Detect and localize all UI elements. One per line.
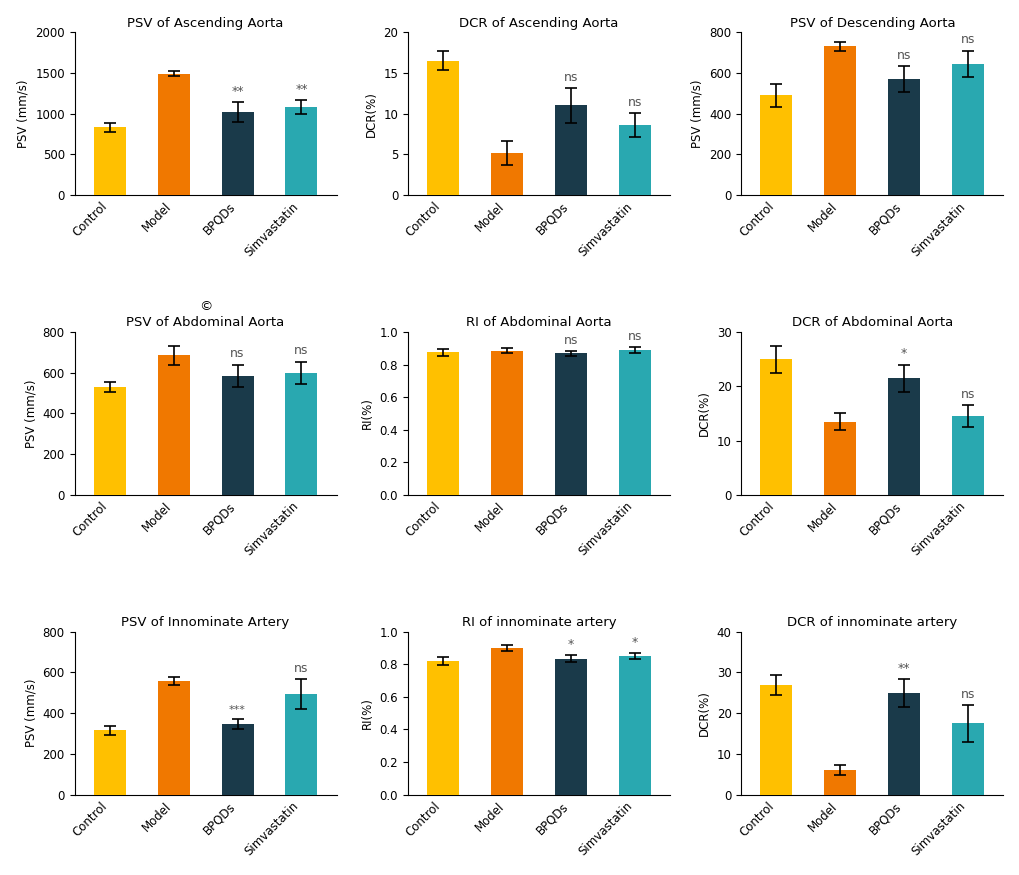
Bar xyxy=(427,662,459,794)
Bar xyxy=(952,724,983,794)
Y-axis label: DCR(%): DCR(%) xyxy=(697,390,710,437)
Text: ns: ns xyxy=(564,333,578,346)
Bar xyxy=(554,106,586,195)
Title: RI of innominate artery: RI of innominate artery xyxy=(462,616,615,629)
Text: **: ** xyxy=(897,662,910,675)
Title: PSV of Innominate Artery: PSV of Innominate Artery xyxy=(121,616,289,629)
Text: ns: ns xyxy=(960,33,974,46)
Text: ns: ns xyxy=(293,345,309,358)
Title: PSV of Descending Aorta: PSV of Descending Aorta xyxy=(789,17,954,30)
Text: ns: ns xyxy=(627,95,641,108)
Bar xyxy=(285,694,317,794)
Text: ns: ns xyxy=(897,49,911,62)
Text: **: ** xyxy=(294,83,308,95)
Y-axis label: DCR(%): DCR(%) xyxy=(697,690,710,736)
Bar xyxy=(221,375,254,495)
Bar xyxy=(94,731,125,794)
Bar xyxy=(221,112,254,195)
Bar xyxy=(490,648,523,794)
Bar xyxy=(952,64,983,195)
Bar xyxy=(427,353,459,495)
Y-axis label: PSV (mm/s): PSV (mm/s) xyxy=(24,379,37,448)
Text: *: * xyxy=(568,638,574,651)
Text: ns: ns xyxy=(293,662,309,675)
Y-axis label: RI(%): RI(%) xyxy=(361,697,374,729)
Bar xyxy=(760,359,792,495)
Bar xyxy=(760,685,792,794)
Text: *: * xyxy=(900,347,907,360)
Bar xyxy=(952,416,983,495)
Text: ns: ns xyxy=(627,330,641,343)
Bar xyxy=(158,355,190,495)
Y-axis label: PSV (mm/s): PSV (mm/s) xyxy=(690,80,703,148)
Y-axis label: DCR(%): DCR(%) xyxy=(365,91,377,136)
Bar xyxy=(158,74,190,195)
Title: RI of Abdominal Aorta: RI of Abdominal Aorta xyxy=(466,317,611,330)
Bar xyxy=(94,128,125,195)
Title: PSV of Ascending Aorta: PSV of Ascending Aorta xyxy=(127,17,283,30)
Title: DCR of Ascending Aorta: DCR of Ascending Aorta xyxy=(459,17,619,30)
Bar xyxy=(888,693,919,794)
Title: DCR of Abdominal Aorta: DCR of Abdominal Aorta xyxy=(791,317,952,330)
Text: ns: ns xyxy=(230,347,245,360)
Bar xyxy=(888,79,919,195)
Bar xyxy=(427,60,459,195)
Bar xyxy=(285,373,317,495)
Bar xyxy=(158,681,190,794)
Bar xyxy=(823,422,856,495)
Bar xyxy=(760,95,792,195)
Bar xyxy=(823,46,856,195)
Text: ns: ns xyxy=(564,71,578,83)
Text: **: ** xyxy=(231,85,244,98)
Bar xyxy=(490,351,523,495)
Bar xyxy=(823,770,856,794)
Bar xyxy=(554,659,586,794)
Text: *: * xyxy=(631,636,637,649)
Bar xyxy=(285,107,317,195)
Y-axis label: RI(%): RI(%) xyxy=(361,397,374,430)
Text: ***: *** xyxy=(229,705,246,715)
Bar xyxy=(94,387,125,495)
Bar xyxy=(221,724,254,794)
Title: ©
PSV of Abdominal Aorta: © PSV of Abdominal Aorta xyxy=(126,300,284,330)
Text: ns: ns xyxy=(960,688,974,701)
Y-axis label: PSV (mm/s): PSV (mm/s) xyxy=(16,80,30,148)
Bar xyxy=(554,354,586,495)
Bar xyxy=(619,350,650,495)
Bar xyxy=(619,125,650,195)
Bar xyxy=(888,378,919,495)
Text: ns: ns xyxy=(960,388,974,402)
Title: DCR of innominate artery: DCR of innominate artery xyxy=(787,616,957,629)
Bar xyxy=(619,656,650,794)
Y-axis label: PSV (mm/s): PSV (mm/s) xyxy=(24,679,37,747)
Bar xyxy=(490,153,523,195)
